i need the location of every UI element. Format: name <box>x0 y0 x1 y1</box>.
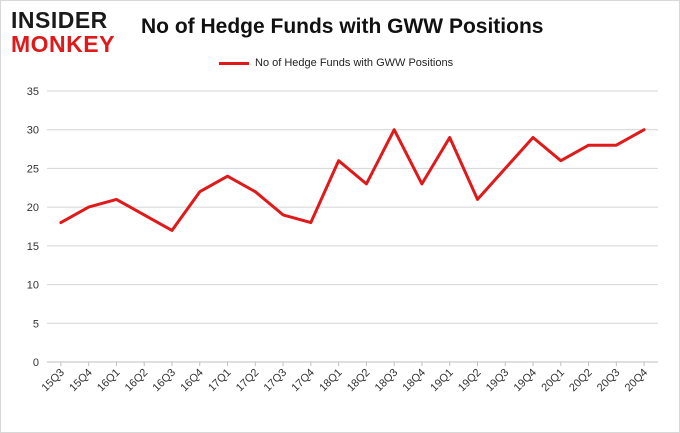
x-tick-label: 19Q2 <box>456 367 484 395</box>
x-tick-label: 20Q3 <box>595 367 623 395</box>
y-tick-label: 25 <box>27 163 39 175</box>
legend-swatch <box>219 61 249 65</box>
y-tick-label: 20 <box>27 202 39 214</box>
legend-label: No of Hedge Funds with GWW Positions <box>255 57 454 69</box>
x-tick-label: 17Q3 <box>262 367 290 395</box>
y-tick-label: 30 <box>27 125 39 137</box>
y-tick-label: 5 <box>33 318 39 330</box>
y-tick-label: 15 <box>27 241 39 253</box>
x-tick-label: 18Q4 <box>401 367 429 395</box>
chart-title: No of Hedge Funds with GWW Positions <box>141 15 544 38</box>
x-tick-label: 20Q1 <box>539 367 567 395</box>
chart-legend: No of Hedge Funds with GWW Positions <box>219 57 453 69</box>
x-tick-label: 20Q4 <box>623 367 651 395</box>
x-tick-label: 15Q4 <box>67 367 95 395</box>
x-tick-label: 17Q1 <box>206 367 234 395</box>
x-tick-label: 20Q2 <box>567 367 595 395</box>
x-tick-label: 16Q1 <box>95 367 123 395</box>
y-tick-label: 0 <box>33 357 39 369</box>
series-line-0 <box>59 128 646 232</box>
y-tick-label: 35 <box>27 86 39 98</box>
x-tick-label: 15Q3 <box>39 367 67 395</box>
x-tick-label: 19Q3 <box>484 367 512 395</box>
y-tick-label: 10 <box>27 280 39 292</box>
x-tick-label: 17Q4 <box>289 367 317 395</box>
logo-line-2: MONKEY <box>11 31 115 57</box>
x-tick-label: 18Q2 <box>345 367 373 395</box>
x-tick-label: 17Q2 <box>234 367 262 395</box>
x-tick-label: 16Q3 <box>151 367 179 395</box>
x-tick-label: 16Q4 <box>178 367 206 395</box>
insider-monkey-logo: INSIDER MONKEY <box>11 9 129 59</box>
x-tick-label: 16Q2 <box>123 367 151 395</box>
logo-line-1: INSIDER <box>11 7 108 33</box>
x-tick-label: 18Q3 <box>373 367 401 395</box>
x-tick-label: 19Q1 <box>428 367 456 395</box>
x-tick-label: 19Q4 <box>512 367 540 395</box>
x-tick-label: 18Q1 <box>317 367 345 395</box>
